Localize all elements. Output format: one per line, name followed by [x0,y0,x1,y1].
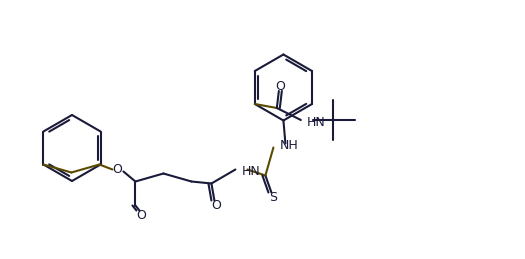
Text: O: O [112,163,122,176]
Text: O: O [212,199,222,212]
Text: HN: HN [242,165,260,178]
Text: NH: NH [279,139,298,152]
Text: S: S [269,191,277,204]
Text: O: O [136,209,146,222]
Text: O: O [275,80,285,92]
Text: HN: HN [307,116,326,128]
